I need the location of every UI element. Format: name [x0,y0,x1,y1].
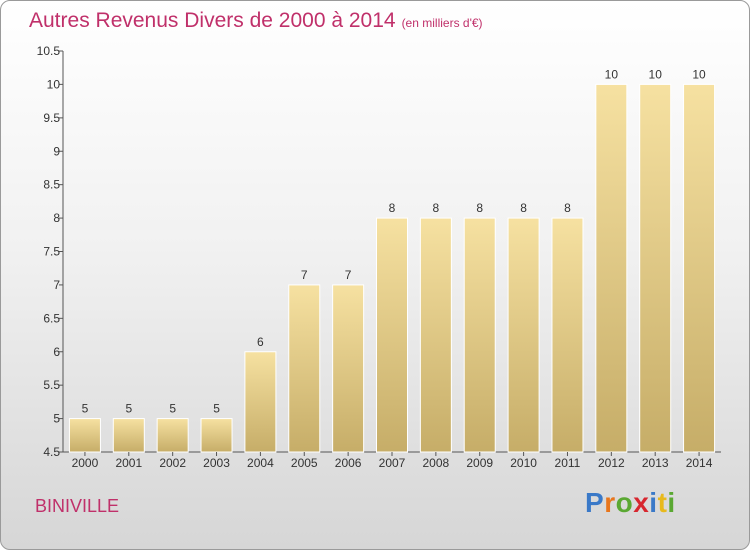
data-label: 6 [257,335,264,349]
y-tick-label: 9.5 [43,111,60,125]
logo-letter: x [633,487,650,518]
x-tick-label: 2006 [335,456,362,470]
chart-title-text: Autres Revenus Divers de 2000 à 2014 [29,9,396,32]
x-tick-label: 2005 [291,456,318,470]
data-label: 8 [433,201,440,215]
x-tick-label: 2012 [598,456,625,470]
data-label: 10 [649,67,663,81]
bar [419,217,452,453]
x-tick-label: 2009 [466,456,493,470]
data-label: 8 [520,201,527,215]
bar [507,217,540,453]
x-tick-label: 2007 [379,456,406,470]
bar [595,83,628,453]
x-tick-label: 2004 [247,456,274,470]
data-label: 5 [213,402,220,416]
chart-title: Autres Revenus Divers de 2000 à 2014 (en … [29,9,483,33]
y-tick-label: 8 [53,211,60,225]
data-label: 8 [389,201,396,215]
bar [332,284,365,453]
x-tick-label: 2002 [159,456,186,470]
bar [376,217,408,453]
x-tick-label: 2014 [686,456,713,470]
x-tick-label: 2008 [423,456,450,470]
y-tick-label: 5 [53,412,60,426]
x-tick-label: 2001 [115,456,142,470]
data-label: 7 [301,268,308,282]
y-tick-label: 7 [53,278,60,292]
data-label: 5 [82,402,89,416]
x-tick-label: 2010 [510,456,537,470]
y-tick-label: 4.5 [43,445,60,459]
logo-letter: r [604,487,616,518]
data-label: 5 [169,402,176,416]
logo-letter: P [585,487,605,518]
bar [68,418,101,453]
bar [683,83,716,453]
chart-unit: (en milliers d'€) [401,16,483,30]
x-tick-label: 2011 [555,456,581,470]
y-tick-label: 5.5 [43,378,60,392]
bar [288,284,321,453]
y-tick-label: 8.5 [43,178,60,192]
bar [156,418,189,453]
logo-letter: o [615,487,634,518]
logo-letter: i [667,487,676,518]
y-tick-label: 10 [47,77,61,91]
data-label: 7 [345,268,352,282]
data-label: 10 [605,67,619,81]
bar [551,217,584,453]
data-label: 8 [564,201,571,215]
y-tick-label: 7.5 [43,245,60,259]
bar [112,418,145,453]
x-tick-label: 2000 [72,456,99,470]
bar [639,83,672,453]
y-tick-label: 9 [53,144,60,158]
bar [244,351,277,453]
data-label: 8 [476,201,483,215]
x-tick-label: 2003 [203,456,230,470]
logo-letter: t [657,487,668,518]
y-tick-label: 6 [53,345,60,359]
commune-name: BINIVILLE [35,496,120,516]
y-tick-label: 6.5 [43,311,60,325]
proxiti-logo: Proxiti [585,487,676,519]
logo-letter: i [649,487,658,518]
bar [200,418,233,453]
data-label: 5 [125,402,132,416]
data-label: 10 [692,67,706,81]
x-tick-label: 2013 [642,456,669,470]
bar [463,217,496,453]
y-tick-label: 10.5 [37,44,61,58]
